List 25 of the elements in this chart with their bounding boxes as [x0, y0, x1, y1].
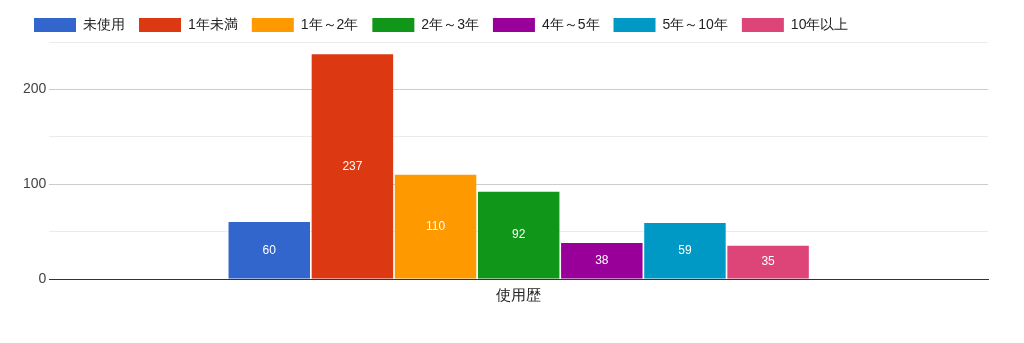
data-label: 59 — [678, 243, 692, 258]
legend-label: 10年以上 — [790, 15, 849, 32]
legend-label: 未使用 — [83, 15, 125, 32]
bar — [228, 222, 311, 279]
legend-label: 1年～2年 — [300, 15, 359, 32]
bar — [394, 174, 477, 279]
data-label: 60 — [262, 242, 277, 257]
data-label: 35 — [761, 254, 776, 269]
bar — [644, 223, 726, 279]
legend-label: 2年～3年 — [421, 15, 479, 32]
legend-label: 1年未満 — [188, 15, 238, 32]
x-tick-label: 使用歴 — [496, 286, 542, 304]
bar — [561, 242, 643, 279]
y-tick-label: 0 — [38, 269, 47, 286]
y-tick-label: 100 — [23, 175, 47, 192]
data-label: 38 — [595, 253, 609, 268]
bar — [727, 245, 809, 279]
data-label: 92 — [512, 227, 526, 242]
legend-label: 4年～5年 — [541, 15, 600, 32]
bar — [477, 191, 560, 279]
y-tick-label: 200 — [23, 80, 47, 97]
bar — [311, 54, 394, 279]
data-label: 110 — [425, 218, 446, 233]
data-label: 237 — [342, 158, 363, 173]
legend-label: 5年～10年 — [662, 15, 728, 32]
